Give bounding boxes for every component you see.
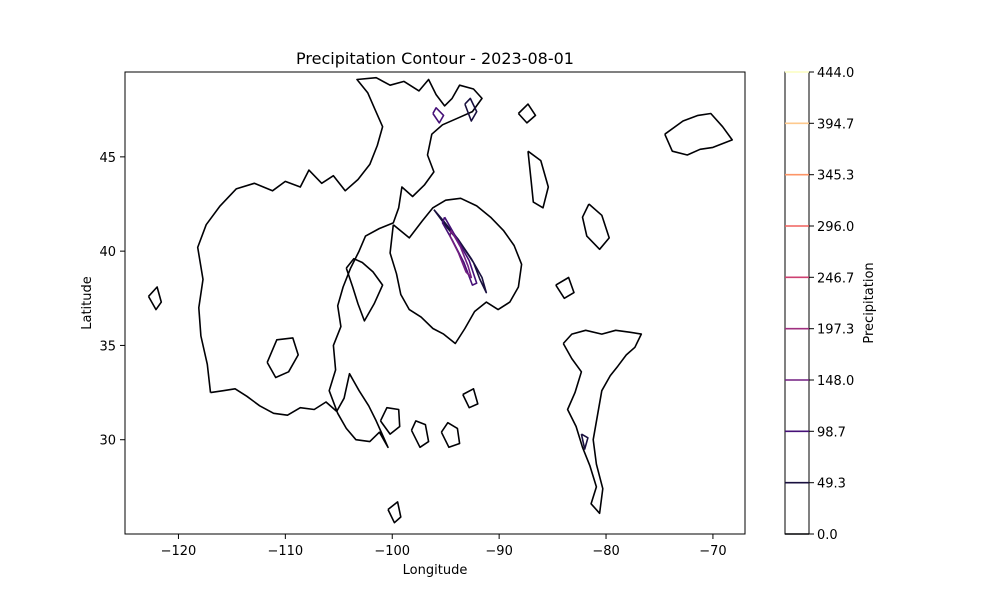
colorbar-tick-label: 444.0 xyxy=(817,66,854,81)
colorbar: 0.0 49.3 98.7 148.0 197.3 246.7 296.0 345.3 394.… xyxy=(784,66,877,543)
contour-line xyxy=(147,286,163,311)
contour-line xyxy=(664,112,734,156)
colorbar-tick-label: 246.7 xyxy=(817,271,854,286)
contour-line xyxy=(462,387,479,409)
contour-line xyxy=(449,230,473,279)
colorbar-label: Precipitation xyxy=(862,262,877,343)
colorbar-levels: 0.0 49.3 98.7 148.0 197.3 246.7 296.0 345.3 394.… xyxy=(785,66,854,543)
contour-line xyxy=(441,216,478,286)
colorbar-tick-label: 98.7 xyxy=(817,425,846,440)
contour-line xyxy=(517,103,537,124)
x-axis-label: Longitude xyxy=(403,563,468,578)
contour-line xyxy=(464,97,478,122)
contour-line xyxy=(196,76,483,449)
contour-lines xyxy=(147,76,734,524)
x-axis-ticks: −120 −110 −100 −90 −80 −70 xyxy=(161,534,727,559)
colorbar-tick-label: 394.7 xyxy=(817,117,854,132)
colorbar-tick-label: 296.0 xyxy=(817,220,854,235)
contour-line xyxy=(266,337,300,379)
contour-line xyxy=(379,406,401,435)
x-tick-label: −110 xyxy=(267,544,303,559)
y-tick-label: 35 xyxy=(99,339,116,354)
y-axis-ticks: 30 35 40 45 xyxy=(99,151,125,449)
contour-line xyxy=(345,257,384,322)
colorbar-tick-label: 0.0 xyxy=(817,528,838,543)
contour-line xyxy=(387,501,402,524)
axes-frame xyxy=(124,71,746,535)
x-tick-label: −120 xyxy=(161,544,197,559)
colorbar-tick-label: 345.3 xyxy=(817,169,854,184)
chart-title: Precipitation Contour - 2023-08-01 xyxy=(296,49,574,68)
x-tick-label: −80 xyxy=(592,544,619,559)
colorbar-tick-label: 148.0 xyxy=(817,374,854,389)
contour-line xyxy=(432,107,445,124)
y-tick-label: 40 xyxy=(99,245,116,260)
contour-line xyxy=(580,433,589,450)
x-tick-label: −70 xyxy=(699,544,726,559)
y-tick-label: 30 xyxy=(99,434,116,449)
colorbar-tick-label: 197.3 xyxy=(817,323,854,338)
plot-area xyxy=(124,71,746,535)
y-axis-label: Latitude xyxy=(80,276,95,330)
contour-line xyxy=(581,203,611,251)
contour-line xyxy=(440,421,461,449)
colorbar-frame xyxy=(784,71,810,535)
contour-line xyxy=(410,420,430,449)
colorbar-tick-label: 49.3 xyxy=(817,477,846,492)
contour-line xyxy=(555,276,575,300)
x-tick-label: −90 xyxy=(485,544,512,559)
x-tick-label: −100 xyxy=(374,544,410,559)
y-tick-label: 45 xyxy=(99,151,116,166)
contour-line xyxy=(562,329,643,515)
contour-line xyxy=(527,150,550,209)
contour-line xyxy=(389,197,523,345)
